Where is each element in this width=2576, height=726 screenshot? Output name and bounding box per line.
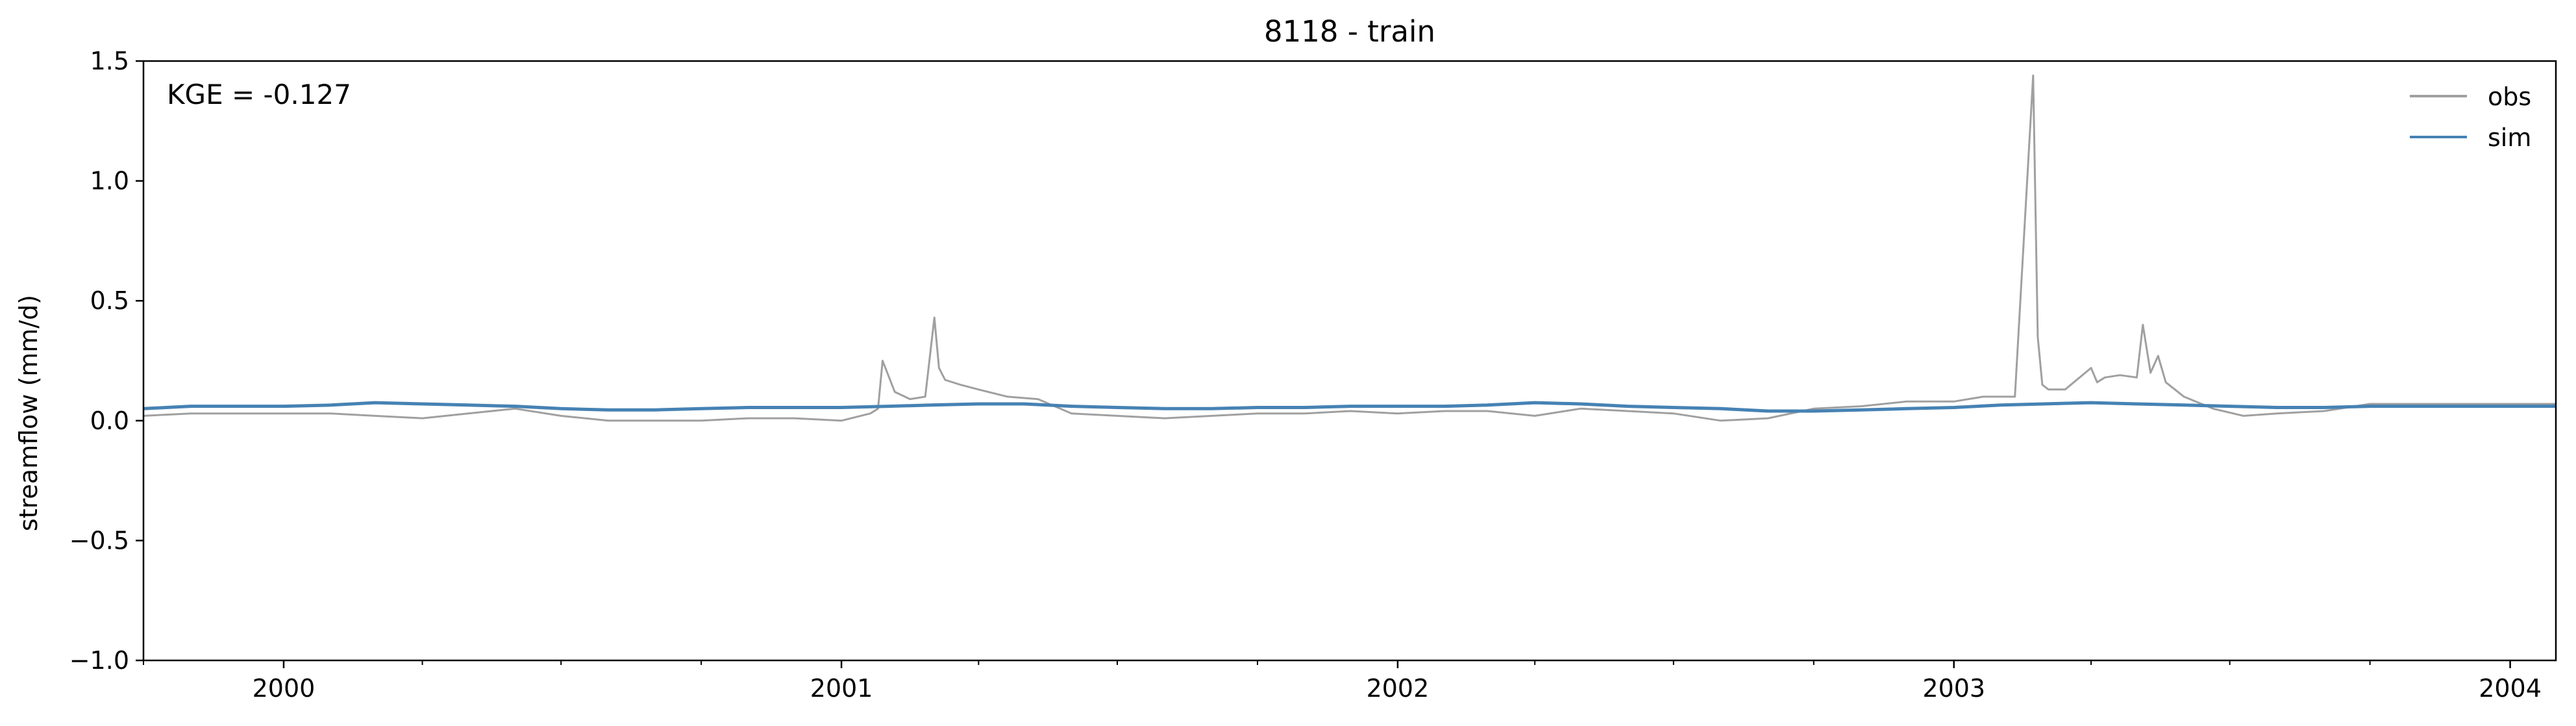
plot-area xyxy=(142,60,2557,662)
x-tick-label: 2000 xyxy=(253,674,316,703)
x-tick-label: 2001 xyxy=(810,674,873,703)
kge-annotation: KGE = -0.127 xyxy=(167,79,351,110)
y-tick-label: 0.0 xyxy=(90,407,129,435)
y-axis-label: streamflow (mm/d) xyxy=(14,295,43,531)
x-axis-ticks: 2000 2001 2002 2003 2004 xyxy=(143,660,2542,703)
legend: obs sim xyxy=(2410,82,2531,152)
y-tick-label: −0.5 xyxy=(69,526,129,555)
series-line-obs xyxy=(143,74,2556,422)
chart-title: 8118 - train xyxy=(1264,14,1435,49)
y-tick-label: 0.5 xyxy=(90,286,129,315)
plot-frame xyxy=(142,60,2557,662)
y-tick-label: 1.0 xyxy=(90,167,129,195)
series-layer xyxy=(143,74,2556,422)
x-tick-label: 2004 xyxy=(2479,674,2542,703)
y-tick-label: −1.0 xyxy=(69,646,129,675)
legend-label-sim: sim xyxy=(2488,123,2531,152)
y-tick-label: 1.5 xyxy=(90,47,129,75)
x-tick-label: 2002 xyxy=(1367,674,1430,703)
x-tick-label: 2003 xyxy=(1922,674,1985,703)
series-line-sim xyxy=(143,401,2556,413)
legend-label-obs: obs xyxy=(2488,82,2531,111)
y-axis-ticks: −1.0 −0.5 0.0 0.5 1.0 1.5 xyxy=(69,47,143,675)
